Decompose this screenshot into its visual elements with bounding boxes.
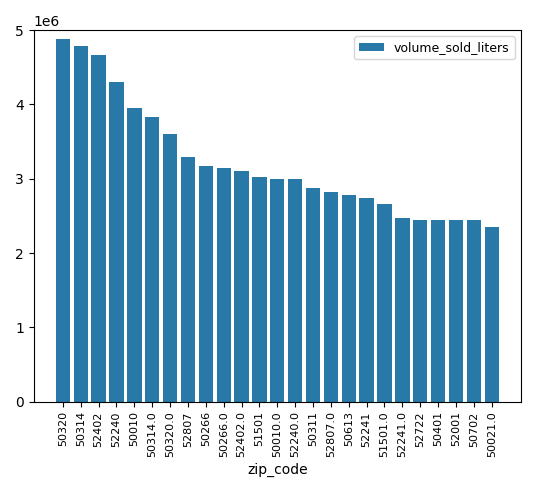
Bar <box>485 227 499 401</box>
Bar <box>413 220 427 401</box>
Bar <box>431 220 445 401</box>
Bar <box>217 168 231 401</box>
Bar <box>252 177 266 401</box>
Bar <box>377 204 392 401</box>
Bar <box>234 171 249 401</box>
Bar <box>288 179 302 401</box>
Bar <box>360 198 374 401</box>
Bar <box>449 220 463 401</box>
Bar <box>270 180 285 401</box>
X-axis label: zip_code: zip_code <box>247 463 308 477</box>
Bar <box>127 108 142 401</box>
Bar <box>73 46 88 401</box>
Bar <box>306 187 320 401</box>
Bar <box>395 218 410 401</box>
Bar <box>56 39 70 401</box>
Bar <box>145 117 159 401</box>
Bar <box>199 166 213 401</box>
Bar <box>181 157 195 401</box>
Legend: volume_sold_liters: volume_sold_liters <box>354 36 515 60</box>
Bar <box>109 82 124 401</box>
Bar <box>92 56 106 401</box>
Bar <box>467 220 481 401</box>
Bar <box>163 134 177 401</box>
Bar <box>324 192 338 401</box>
Bar <box>341 195 356 401</box>
